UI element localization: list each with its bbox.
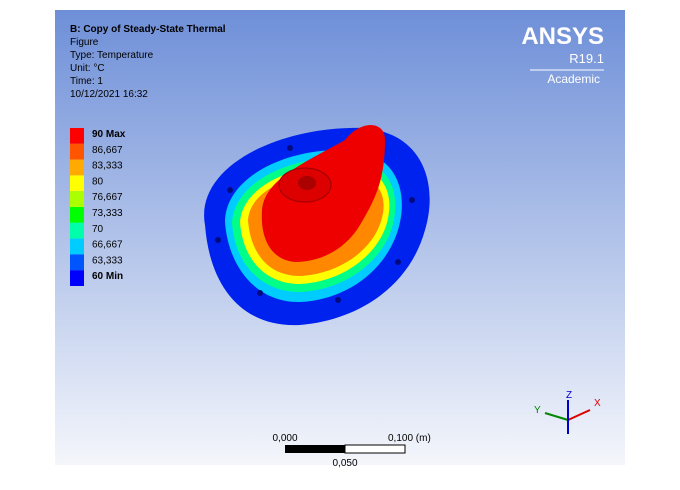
legend: 90 Max 86,667 83,333 80 76,667 73,333 70 66,667…	[70, 128, 126, 286]
legend-swatch	[70, 222, 84, 239]
x-axis	[567, 409, 591, 421]
scale-bar: 0,000 0,100 (m) 0,050	[272, 433, 430, 469]
model	[204, 125, 430, 326]
scale-segment	[344, 444, 406, 454]
bolt-hole	[335, 297, 341, 303]
legend-label: 73,333	[92, 208, 123, 219]
legend-swatch	[70, 207, 84, 223]
legend-swatch	[70, 191, 84, 207]
header-line: Unit: °C	[70, 63, 105, 74]
legend-label: 86,667	[92, 145, 123, 156]
legend-label: 80	[92, 176, 104, 187]
edition: Academic	[547, 72, 600, 86]
scale-end: 0,100 (m)	[388, 433, 431, 444]
legend-label: 90 Max	[92, 129, 126, 140]
legend-label: 66,667	[92, 240, 123, 251]
header-title: B: Copy of Steady-State Thermal	[70, 24, 226, 35]
legend-swatch	[70, 270, 84, 286]
legend-label: 70	[92, 224, 104, 235]
logo: ANSYS R19.1 Academic	[521, 23, 604, 86]
legend-swatch	[70, 159, 84, 176]
y-label: Y	[534, 405, 541, 416]
legend-swatch	[70, 128, 84, 144]
legend-label: 76,667	[92, 192, 123, 203]
triad: X Y Z	[534, 390, 601, 434]
header-line: Figure	[70, 37, 99, 48]
bolt-hole	[257, 290, 263, 296]
bolt-hole	[409, 197, 415, 203]
version: R19.1	[569, 51, 604, 66]
legend-swatch	[70, 175, 84, 192]
header-line: Type: Temperature	[70, 50, 154, 61]
legend-swatch	[70, 238, 84, 255]
legend-label: 63,333	[92, 255, 123, 266]
hole	[298, 176, 316, 190]
bolt-hole	[227, 187, 233, 193]
legend-swatch	[70, 143, 84, 160]
scale-start: 0,000	[272, 433, 297, 444]
scale-middle: 0,050	[332, 458, 357, 469]
legend-label: 83,333	[92, 161, 123, 172]
legend-swatch	[70, 254, 84, 271]
y-axis	[544, 412, 569, 421]
header: B: Copy of Steady-State Thermal Figure Typ…	[70, 24, 226, 100]
z-label: Z	[566, 390, 572, 401]
bolt-hole	[395, 259, 401, 265]
scale-segment	[285, 445, 345, 453]
x-label: X	[594, 398, 601, 409]
bolt-hole	[215, 237, 221, 243]
bolt-hole	[287, 145, 293, 151]
header-line: 10/12/2021 16:32	[70, 89, 148, 100]
header-line: Time: 1	[70, 76, 103, 87]
brand: ANSYS	[521, 23, 604, 50]
legend-label: 60 Min	[92, 271, 123, 282]
